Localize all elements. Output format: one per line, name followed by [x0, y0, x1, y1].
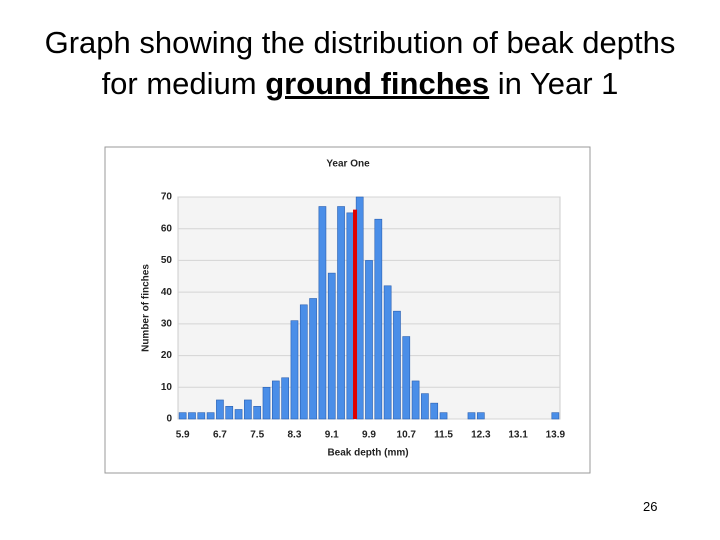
- bar: [216, 399, 224, 420]
- y-tick-label: 70: [161, 192, 173, 203]
- bar: [551, 412, 560, 420]
- bar: [299, 304, 308, 420]
- bar: [290, 320, 299, 420]
- y-tick-label: 60: [161, 223, 173, 234]
- bar: [188, 412, 196, 420]
- bar: [178, 412, 187, 420]
- bar: [281, 377, 289, 420]
- bar: [393, 310, 401, 420]
- bar: [439, 412, 448, 420]
- bar: [421, 393, 429, 420]
- x-tick-label: 12.3: [471, 430, 491, 441]
- bar: [383, 285, 392, 420]
- y-tick-label: 40: [161, 287, 173, 298]
- y-tick-label: 0: [166, 414, 172, 425]
- x-tick-label: 9.1: [325, 430, 339, 441]
- slide-title: Graph showing the distribution of beak d…: [30, 22, 690, 104]
- bar: [197, 412, 206, 420]
- x-tick-label: 6.7: [213, 430, 227, 441]
- x-tick-label: 10.7: [397, 430, 417, 441]
- bar: [244, 399, 252, 420]
- x-tick-label: 7.5: [250, 430, 264, 441]
- bar: [467, 412, 476, 420]
- bar: [206, 412, 215, 420]
- bar: [253, 406, 262, 420]
- x-tick-label: 13.9: [546, 430, 566, 441]
- bar: [365, 260, 373, 420]
- y-axis-title: Number of finches: [141, 264, 152, 352]
- x-tick-label: 11.5: [434, 430, 453, 441]
- bar: [234, 409, 243, 420]
- chart-title: Year One: [326, 159, 370, 170]
- bar: [262, 386, 271, 420]
- bar: [374, 218, 383, 420]
- bar: [402, 336, 411, 420]
- bar: [225, 406, 234, 420]
- x-tick-label: 13.1: [508, 430, 528, 441]
- bar: [318, 206, 327, 420]
- bar: [355, 196, 364, 420]
- bar: [411, 380, 420, 420]
- x-axis-title: Beak depth (mm): [327, 448, 408, 459]
- y-tick-label: 10: [161, 382, 173, 393]
- x-tick-label: 5.9: [176, 430, 190, 441]
- y-tick-label: 50: [161, 255, 173, 266]
- bar: [346, 212, 355, 420]
- x-tick-label: 9.9: [362, 430, 376, 441]
- bar: [309, 298, 317, 420]
- x-tick-label: 8.3: [288, 430, 302, 441]
- bar: [271, 380, 280, 420]
- bar: [476, 412, 485, 420]
- y-tick-label: 20: [161, 350, 173, 361]
- title-text: Graph showing the distribution of beak d…: [44, 25, 676, 101]
- bar: [430, 402, 439, 420]
- bar: [337, 206, 345, 420]
- bar: [327, 272, 336, 420]
- title-text: in Year 1: [489, 66, 619, 101]
- y-tick-label: 30: [161, 318, 173, 329]
- page-number: 26: [643, 499, 658, 514]
- title-emphasis: ground finches: [265, 66, 490, 101]
